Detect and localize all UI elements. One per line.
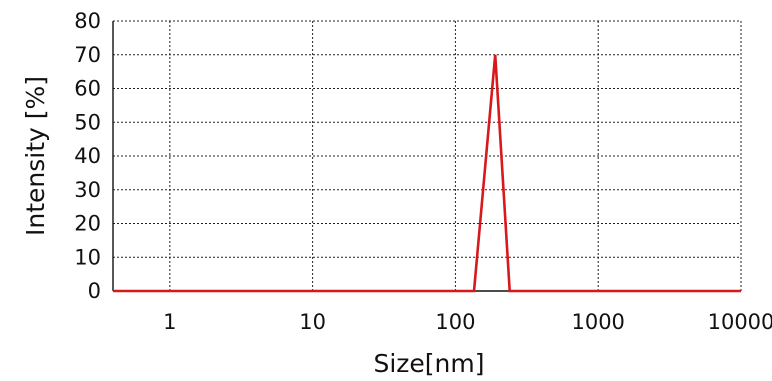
tick-labels: 0 10 20 30 40 50 60 70 80 1 10 100 1000 10000	[74, 9, 772, 334]
grid	[113, 21, 741, 291]
y-tick-label-50: 50	[74, 110, 101, 134]
x-axis-title: Size[nm]	[373, 349, 484, 378]
x-tick-label-100: 100	[435, 310, 475, 334]
y-tick-label-10: 10	[74, 245, 101, 269]
y-tick-label-30: 30	[74, 178, 101, 202]
y-tick-label-60: 60	[74, 77, 101, 101]
y-tick-label-40: 40	[74, 144, 101, 168]
series-line-0	[113, 55, 741, 291]
y-tick-label-80: 80	[74, 9, 101, 33]
y-tick-label-0: 0	[88, 279, 101, 303]
y-tick-label-70: 70	[74, 43, 101, 67]
series-layer	[113, 55, 741, 291]
x-tick-label-1000: 1000	[571, 310, 624, 334]
y-axis-title: Intensity [%]	[21, 76, 50, 236]
x-tick-label-1: 1	[163, 310, 176, 334]
x-tick-label-10000: 10000	[708, 310, 772, 334]
x-tick-label-10: 10	[299, 310, 326, 334]
y-tick-label-20: 20	[74, 212, 101, 236]
